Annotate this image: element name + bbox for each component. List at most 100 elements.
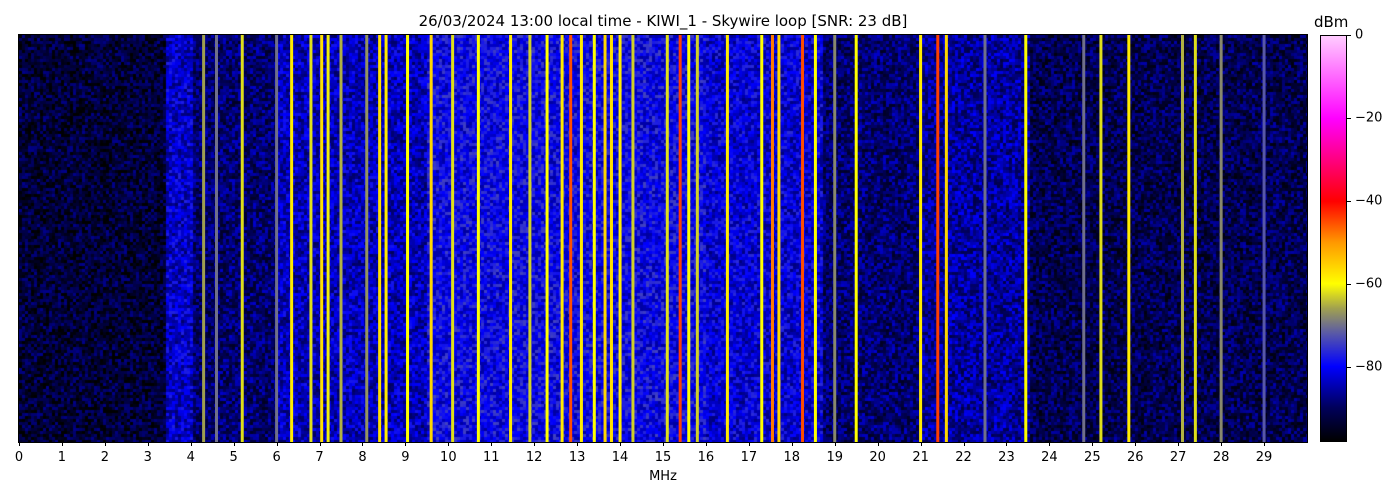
signal-line	[618, 35, 622, 442]
x-tick-mark	[1006, 442, 1008, 446]
x-tick-label: 28	[1212, 450, 1230, 465]
x-tick-label: 21	[912, 450, 929, 465]
x-tick-label: 7	[315, 450, 324, 465]
colorbar-tick-mark	[1347, 284, 1351, 286]
x-tick-label: 25	[1084, 450, 1101, 465]
colorbar-tick-label: −60	[1355, 276, 1383, 292]
signal-line	[725, 35, 729, 442]
x-tick-label: 24	[1041, 450, 1058, 465]
signal-line	[326, 35, 330, 442]
signal-line	[1262, 35, 1266, 442]
x-tick-mark	[620, 442, 622, 446]
x-tick-label: 1	[57, 450, 67, 465]
signal-line	[813, 35, 817, 442]
signal-line	[290, 35, 294, 442]
signal-line	[603, 35, 607, 442]
x-tick-mark	[233, 442, 235, 446]
x-tick-mark	[1135, 442, 1137, 446]
colorbar-tick-mark	[1347, 118, 1351, 120]
x-tick-label: 0	[14, 450, 24, 465]
x-tick-label: 5	[229, 450, 238, 465]
signal-line	[592, 35, 596, 442]
signal-line	[833, 35, 837, 442]
signal-line	[406, 35, 410, 442]
x-axis: 0 1 2 3 4 5 6 7 8 9 10 11 12 13 14 15 16 17 18 19 20 21 22 23 24…	[15, 442, 1307, 472]
x-tick-mark	[19, 442, 20, 446]
signal-line	[1127, 35, 1131, 442]
x-tick-label: 16	[697, 450, 715, 465]
spectrogram-plot	[19, 35, 1307, 442]
x-tick-mark	[61, 442, 63, 446]
signal-line	[275, 35, 279, 442]
signal-line	[240, 35, 244, 442]
x-tick-label: 17	[740, 450, 758, 465]
x-tick-mark	[577, 442, 579, 446]
x-tick-label: 11	[482, 450, 500, 465]
x-tick-mark	[448, 442, 450, 446]
x-tick-mark	[276, 442, 278, 446]
x-tick-mark	[104, 442, 106, 446]
colorbar-tick-mark	[1347, 201, 1351, 203]
signal-line	[1099, 35, 1103, 442]
signal-line	[936, 35, 940, 442]
signal-line	[919, 35, 923, 442]
signal-line	[320, 35, 324, 442]
colorbar-tick-label: 0	[1355, 27, 1364, 43]
x-tick-mark	[190, 442, 192, 446]
signal-line	[665, 35, 669, 442]
signal-line	[1219, 35, 1223, 442]
signal-line	[1082, 35, 1086, 442]
colorbar-tick-mark	[1347, 35, 1351, 36]
x-tick-mark	[663, 442, 664, 446]
x-tick-label: 20	[869, 450, 886, 465]
x-tick-mark	[362, 442, 364, 446]
x-tick-mark	[920, 442, 922, 446]
x-tick-mark	[319, 442, 321, 446]
signal-line	[378, 35, 382, 442]
signal-line	[1193, 35, 1197, 442]
colorbar-tick-label: −40	[1355, 193, 1383, 209]
x-tick-label: 6	[272, 450, 281, 465]
x-tick-label: 10	[440, 450, 457, 465]
x-tick-label: 27	[1169, 450, 1187, 465]
x-tick-mark	[1178, 442, 1180, 446]
x-tick-mark	[877, 442, 879, 446]
signal-line	[631, 35, 635, 442]
signal-line	[770, 35, 774, 442]
colorbar-tick-mark	[1347, 367, 1351, 369]
signal-line	[476, 35, 480, 442]
x-tick-mark	[963, 442, 965, 446]
colorbar-tick-label: −80	[1355, 359, 1383, 375]
signal-line	[1180, 35, 1184, 442]
signal-line	[560, 35, 564, 442]
x-tick-mark	[1049, 442, 1051, 446]
x-tick-mark	[147, 442, 149, 446]
x-tick-label: 18	[783, 450, 801, 465]
signal-line	[528, 35, 532, 442]
signal-line	[509, 35, 513, 442]
signal-line	[545, 35, 549, 442]
signal-line	[569, 35, 573, 442]
x-tick-label: 9	[401, 450, 410, 465]
x-tick-label: 13	[568, 450, 586, 465]
signal-line	[687, 35, 691, 442]
signal-line	[214, 35, 218, 442]
x-tick-mark	[1092, 442, 1094, 446]
noise-floor-heatmap	[19, 35, 1307, 442]
signal-line	[451, 35, 455, 442]
signal-line	[202, 35, 206, 442]
x-tick-mark	[1264, 442, 1266, 446]
signal-line	[365, 35, 369, 442]
signal-line	[609, 35, 613, 442]
x-tick-label: 4	[186, 450, 195, 465]
x-axis-label: MHz	[649, 469, 677, 484]
signal-line	[801, 35, 805, 442]
x-tick-mark	[834, 442, 836, 446]
x-tick-label: 8	[358, 450, 367, 465]
x-tick-label: 22	[955, 450, 972, 465]
x-tick-label: 29	[1255, 450, 1273, 465]
signal-line	[695, 35, 699, 442]
chart-title: 26/03/2024 13:00 local time - KIWI_1 - S…	[418, 12, 908, 30]
signal-lines	[202, 35, 1266, 442]
x-tick-label: 3	[143, 450, 152, 465]
